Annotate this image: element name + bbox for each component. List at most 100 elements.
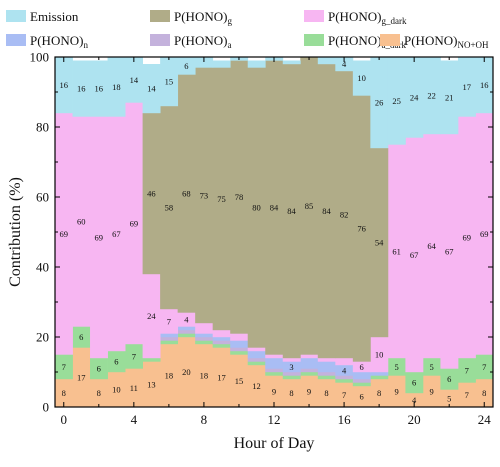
area-segment	[440, 368, 459, 390]
data-label: 16	[480, 80, 489, 90]
area-segment	[265, 375, 284, 408]
area-segment	[475, 379, 494, 408]
area-segment	[72, 347, 91, 408]
data-label: 8	[482, 388, 486, 398]
area-segment	[55, 379, 73, 408]
data-label: 67	[112, 229, 121, 239]
x-tick-label: 12	[268, 412, 281, 427]
data-label: 25	[392, 96, 401, 106]
series-2	[160, 330, 371, 383]
data-label: 7	[465, 365, 469, 375]
x-tick-label: 24	[478, 412, 492, 427]
data-label: 5	[395, 362, 399, 372]
area-segment	[107, 372, 126, 408]
x-axis-title: Hour of Day	[234, 435, 315, 452]
data-label: 16	[77, 84, 86, 94]
series-6	[55, 57, 494, 149]
data-label: 75	[217, 194, 226, 204]
area-segment	[160, 344, 179, 408]
data-label: 10	[357, 73, 366, 83]
area-segment	[177, 330, 196, 334]
series-3	[160, 326, 389, 380]
area-segment	[55, 113, 73, 355]
area-segment	[317, 64, 336, 359]
data-label: 5	[430, 362, 434, 372]
legend-label: Emission	[30, 9, 79, 24]
data-label: 69	[95, 232, 104, 242]
y-tick-label: 0	[43, 400, 50, 415]
data-label: 4	[412, 395, 417, 405]
area-segment	[230, 340, 249, 348]
area-segment	[125, 102, 143, 345]
area-segment	[387, 57, 406, 145]
data-label: 18	[112, 82, 121, 92]
area-segment	[352, 372, 371, 380]
area-segment	[370, 148, 389, 338]
area-segment	[142, 64, 161, 114]
area-segment	[195, 344, 214, 408]
area-segment	[387, 358, 406, 376]
data-label: 13	[147, 379, 156, 389]
data-label: 84	[270, 203, 279, 213]
data-label: 69	[462, 232, 471, 242]
area-segment	[125, 368, 143, 408]
data-label: 9	[272, 386, 276, 396]
area-segment	[212, 337, 231, 341]
data-label: 26	[375, 98, 384, 108]
data-label: 7	[482, 362, 486, 372]
data-label: 8	[97, 388, 101, 398]
data-label: 54	[375, 238, 384, 248]
area-segment	[335, 71, 354, 359]
area-segment	[352, 382, 371, 387]
data-label: 8	[377, 388, 381, 398]
area-segment	[55, 57, 73, 114]
y-tick-label: 80	[36, 120, 49, 135]
data-label: 21	[445, 92, 454, 102]
y-tick-label: 60	[36, 190, 49, 205]
data-label: 15	[165, 77, 174, 87]
legend-swatch	[304, 34, 324, 46]
area-segment	[300, 372, 319, 376]
data-label: 80	[252, 203, 261, 213]
area-segment	[475, 113, 494, 355]
y-tick-label: 20	[36, 330, 49, 345]
area-segment	[160, 337, 179, 341]
area-segment	[422, 57, 441, 135]
area-segment	[55, 354, 73, 380]
area-segment	[177, 333, 196, 338]
data-label: 67	[445, 246, 454, 256]
data-label: 5	[447, 393, 451, 403]
area-segment	[195, 333, 214, 338]
area-segment	[300, 354, 319, 359]
area-segment	[422, 358, 441, 376]
data-label: 6	[79, 332, 83, 342]
data-label: 84	[322, 206, 331, 216]
area-segment	[212, 60, 231, 68]
legend-swatch	[6, 10, 26, 22]
data-label: 17	[77, 372, 86, 382]
area-segment	[352, 60, 371, 96]
data-label: 64	[427, 241, 436, 251]
legend-label: P(HONO)n	[30, 33, 88, 50]
area-segment	[317, 57, 336, 65]
data-label: 9	[307, 386, 311, 396]
area-segment	[212, 330, 231, 338]
area-segment	[230, 347, 249, 352]
area-segment	[370, 372, 389, 376]
data-label: 6	[114, 357, 118, 367]
x-tick-label: 4	[131, 412, 138, 427]
data-label: 10	[112, 385, 121, 395]
x-tick-label: 16	[338, 412, 352, 427]
data-label: 7	[342, 390, 346, 400]
data-label: 6	[184, 61, 188, 71]
area-segment	[160, 333, 179, 338]
data-label: 8	[62, 388, 66, 398]
area-segment	[405, 393, 424, 408]
area-segment	[405, 137, 424, 373]
area-segment	[247, 67, 266, 348]
y-axis-title: Contribution (%)	[7, 177, 24, 287]
x-tick-label: 20	[408, 412, 421, 427]
data-label: 4	[342, 59, 347, 69]
area-segment	[160, 106, 179, 310]
